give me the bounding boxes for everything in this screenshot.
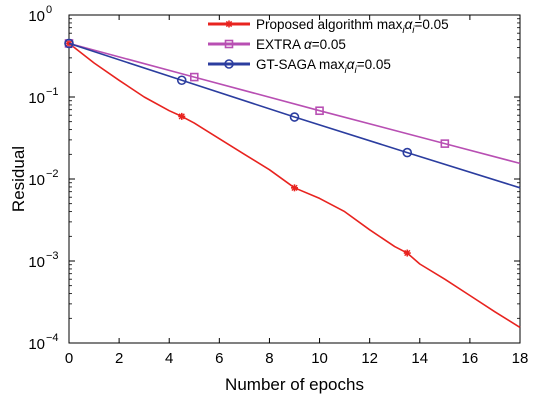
legend-label: GT-SAGA maxiαi=0.05 xyxy=(256,57,391,76)
legend-marker xyxy=(224,59,234,69)
star-marker-stroke xyxy=(404,249,411,257)
legend-label: Proposed algorithm maxiαi=0.05 xyxy=(256,17,449,36)
square-marker-shape xyxy=(224,39,234,49)
x-tick-label: 14 xyxy=(411,350,428,367)
circle-marker-shape xyxy=(224,59,234,69)
square-marker-shape xyxy=(189,72,199,82)
x-tick-label: 12 xyxy=(361,350,378,367)
x-tick-label: 18 xyxy=(512,350,529,367)
series-2-marker xyxy=(315,106,324,116)
legend-marker xyxy=(225,20,233,28)
legend-label-name: GT-SAGA max xyxy=(256,57,345,72)
series-3-marker xyxy=(402,147,413,158)
y-tick-exponent: −4 xyxy=(46,332,59,344)
y-tick-label: 10 xyxy=(28,8,45,25)
legend-label-subscript: i xyxy=(402,25,405,36)
circle-marker-shape xyxy=(64,38,74,49)
y-tick-exponent: 0 xyxy=(46,4,52,16)
square-marker-shape xyxy=(440,139,450,148)
square-marker-shape xyxy=(315,106,324,116)
x-tick-label: 0 xyxy=(65,350,73,367)
series-2-marker xyxy=(440,139,450,148)
x-tick-label: 8 xyxy=(265,350,273,367)
legend-item-1: Proposed algorithm maxiαi=0.05 xyxy=(208,17,449,36)
y-tick-label: 10 xyxy=(28,90,45,107)
series-line-2 xyxy=(68,42,521,165)
x-axis-title: Number of epochs xyxy=(225,375,364,394)
series-1-marker xyxy=(291,184,298,192)
y-tick-exponent: −2 xyxy=(46,168,59,180)
legend-label-alpha: α xyxy=(405,17,414,32)
y-tick-exponent: −1 xyxy=(46,86,59,98)
legend-label-suffix: =0.05 xyxy=(312,37,346,52)
x-tick-label: 2 xyxy=(115,350,123,367)
y-tick-label: 10 xyxy=(28,336,45,353)
series-layer xyxy=(64,38,521,329)
circle-marker-shape xyxy=(289,112,300,122)
legend-label-subscript: i xyxy=(345,65,348,76)
legend-label-alpha: α xyxy=(347,57,356,72)
legend-label-suffix: =0.05 xyxy=(357,57,391,72)
series-line-3 xyxy=(68,42,521,189)
series-1-marker xyxy=(178,112,186,120)
legend-label-alpha: α xyxy=(304,37,313,52)
y-tick-exponent: −3 xyxy=(46,250,59,262)
series-1-marker xyxy=(403,249,411,257)
series-2-marker xyxy=(189,72,199,82)
x-tick-label: 6 xyxy=(215,350,223,367)
legend-label-name: Proposed algorithm max xyxy=(256,17,403,32)
legend-marker xyxy=(224,39,234,49)
star-marker-stroke xyxy=(291,184,298,191)
y-axis-title: Residual xyxy=(9,146,28,212)
legend-item-2: EXTRA α=0.05 xyxy=(208,37,346,52)
star-marker-stroke xyxy=(178,113,185,120)
series-3-marker xyxy=(64,38,74,49)
y-tick-label: 10 xyxy=(28,254,45,271)
x-tick-label: 4 xyxy=(165,350,173,367)
legend-label-subscript: i xyxy=(412,25,415,36)
circle-marker-shape xyxy=(402,147,413,158)
y-tick-label: 10 xyxy=(28,172,45,189)
legend-label: EXTRA α=0.05 xyxy=(256,37,346,52)
star-marker-stroke xyxy=(225,20,233,28)
legend-item-3: GT-SAGA maxiαi=0.05 xyxy=(208,57,391,76)
legend-label-subscript: i xyxy=(354,65,357,76)
circle-marker-shape xyxy=(176,75,187,86)
x-tick-label: 16 xyxy=(462,350,479,367)
series-3-marker xyxy=(289,112,300,122)
series-3-marker xyxy=(176,75,187,86)
x-tick-label: 10 xyxy=(311,350,328,367)
legend-label-suffix: =0.05 xyxy=(415,17,449,32)
legend-label-name: EXTRA xyxy=(256,37,304,52)
